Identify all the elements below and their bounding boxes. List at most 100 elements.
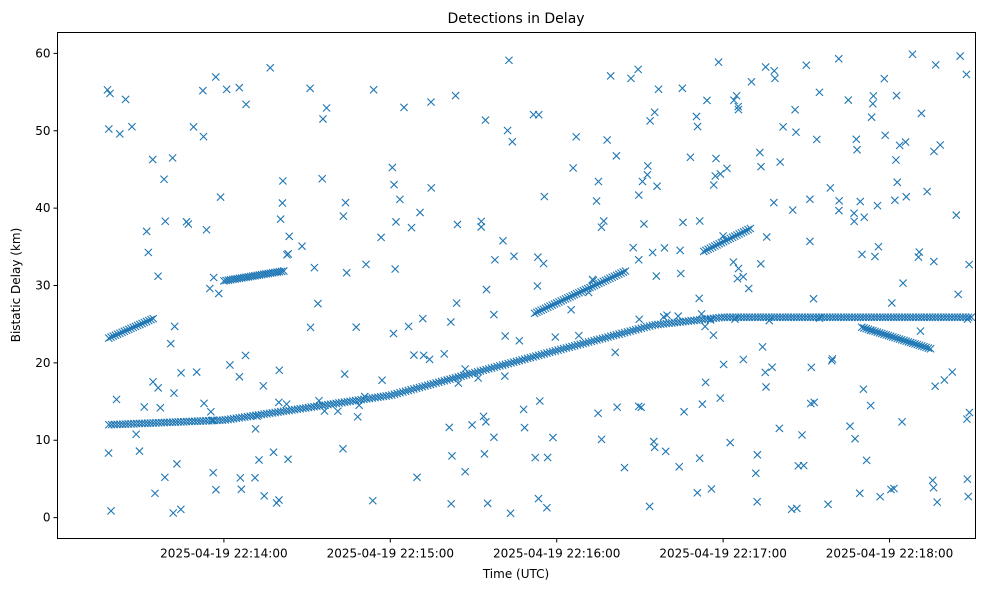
data-point-x-marker	[483, 499, 492, 508]
data-point-x-marker	[127, 122, 136, 131]
data-point-x-marker	[626, 74, 635, 83]
data-point-x-marker	[391, 265, 400, 273]
data-point-x-marker	[209, 273, 218, 282]
data-point-x-marker	[619, 268, 628, 277]
data-point-x-marker	[678, 218, 687, 227]
data-point-x-marker	[765, 316, 774, 325]
data-point-x-marker	[579, 286, 588, 295]
data-point-x-marker	[211, 485, 220, 494]
data-point-x-marker	[169, 509, 178, 518]
data-point-x-marker	[787, 505, 796, 514]
data-point-x-marker	[353, 412, 362, 421]
data-point-x-marker	[855, 489, 864, 498]
data-point-x-marker	[341, 198, 350, 207]
data-point-x-marker	[407, 223, 416, 232]
data-point-x-marker	[537, 306, 546, 315]
data-point-x-marker	[809, 294, 818, 303]
data-point-x-marker	[902, 337, 911, 346]
data-point-x-marker	[131, 322, 140, 331]
data-point-x-marker	[732, 91, 741, 100]
data-point-x-marker	[806, 399, 815, 408]
data-point-x-marker	[834, 206, 843, 215]
data-point-x-marker	[519, 405, 528, 414]
data-point-x-marker	[447, 499, 456, 508]
data-point-x-marker	[539, 259, 548, 268]
data-point-x-marker	[586, 283, 594, 292]
data-point-x-marker	[711, 172, 720, 180]
data-point-x-marker	[902, 192, 911, 201]
data-point-x-marker	[490, 255, 499, 264]
data-point-x-marker	[653, 182, 662, 191]
data-point-x-marker	[866, 326, 875, 335]
data-point-x-marker	[274, 398, 283, 407]
data-point-x-marker	[266, 63, 275, 72]
data-point-x-marker	[590, 281, 599, 290]
data-point-x-marker	[504, 56, 513, 65]
data-point-x-marker	[634, 191, 643, 200]
data-point-x-marker	[572, 289, 581, 298]
data-point-x-marker	[468, 420, 477, 429]
y-tick-label: 50	[35, 124, 50, 138]
data-point-x-marker	[893, 334, 902, 343]
data-point-x-marker	[338, 444, 347, 453]
data-point-x-marker	[540, 192, 549, 201]
data-point-x-marker	[103, 85, 112, 94]
data-point-x-marker	[873, 328, 882, 337]
data-point-x-marker	[753, 497, 762, 506]
data-point-x-marker	[107, 506, 116, 515]
data-point-x-marker	[543, 453, 552, 462]
data-point-x-marker	[352, 323, 361, 332]
data-point-x-marker	[225, 361, 234, 369]
data-point-x-marker	[198, 86, 207, 95]
data-point-x-marker	[284, 455, 293, 464]
data-point-x-marker	[639, 219, 648, 228]
data-point-x-marker	[250, 473, 259, 482]
data-point-x-marker	[798, 430, 807, 439]
data-point-x-marker	[965, 408, 974, 417]
data-point-x-marker	[597, 278, 606, 287]
data-point-x-marker	[648, 248, 657, 257]
data-point-x-marker	[548, 301, 557, 310]
data-point-x-marker	[860, 213, 869, 222]
data-point-x-marker	[724, 235, 733, 244]
data-point-x-marker	[275, 366, 284, 375]
data-point-x-marker	[698, 400, 707, 409]
data-point-x-marker	[572, 132, 581, 141]
data-point-x-marker	[879, 330, 888, 339]
data-point-x-marker	[744, 225, 753, 234]
data-point-x-marker	[635, 315, 644, 324]
data-point-x-marker	[569, 163, 578, 172]
data-point-x-marker	[762, 382, 771, 391]
data-point-x-marker	[737, 228, 746, 237]
data-point-x-marker	[149, 377, 157, 386]
data-point-x-marker	[170, 322, 179, 331]
data-point-x-marker	[701, 378, 710, 387]
data-point-x-marker	[734, 102, 743, 111]
data-point-x-marker	[963, 315, 972, 324]
data-point-x-marker	[413, 473, 421, 482]
data-point-x-marker	[674, 312, 683, 321]
data-point-x-marker	[730, 315, 739, 324]
data-point-x-marker	[697, 309, 706, 318]
data-point-x-marker	[852, 135, 861, 144]
data-point-x-marker	[915, 248, 924, 257]
data-point-x-marker	[390, 180, 399, 189]
data-point-x-marker	[216, 193, 225, 202]
data-point-x-marker	[965, 260, 974, 269]
data-point-x-marker	[362, 260, 370, 269]
data-point-x-marker	[342, 268, 351, 277]
data-point-x-marker	[214, 289, 223, 298]
data-point-x-marker	[734, 264, 743, 273]
data-point-x-marker	[529, 110, 538, 119]
data-point-x-marker	[377, 233, 386, 242]
data-point-x-marker	[138, 319, 147, 328]
data-point-x-marker	[916, 327, 925, 336]
data-point-x-marker	[701, 246, 710, 255]
data-point-x-marker	[112, 395, 121, 404]
data-point-x-marker	[891, 156, 900, 165]
data-point-x-marker	[898, 417, 907, 426]
data-point-x-marker	[339, 212, 348, 221]
data-point-x-marker	[170, 389, 178, 398]
data-point-x-marker	[729, 258, 738, 267]
data-point-x-marker	[109, 332, 118, 341]
